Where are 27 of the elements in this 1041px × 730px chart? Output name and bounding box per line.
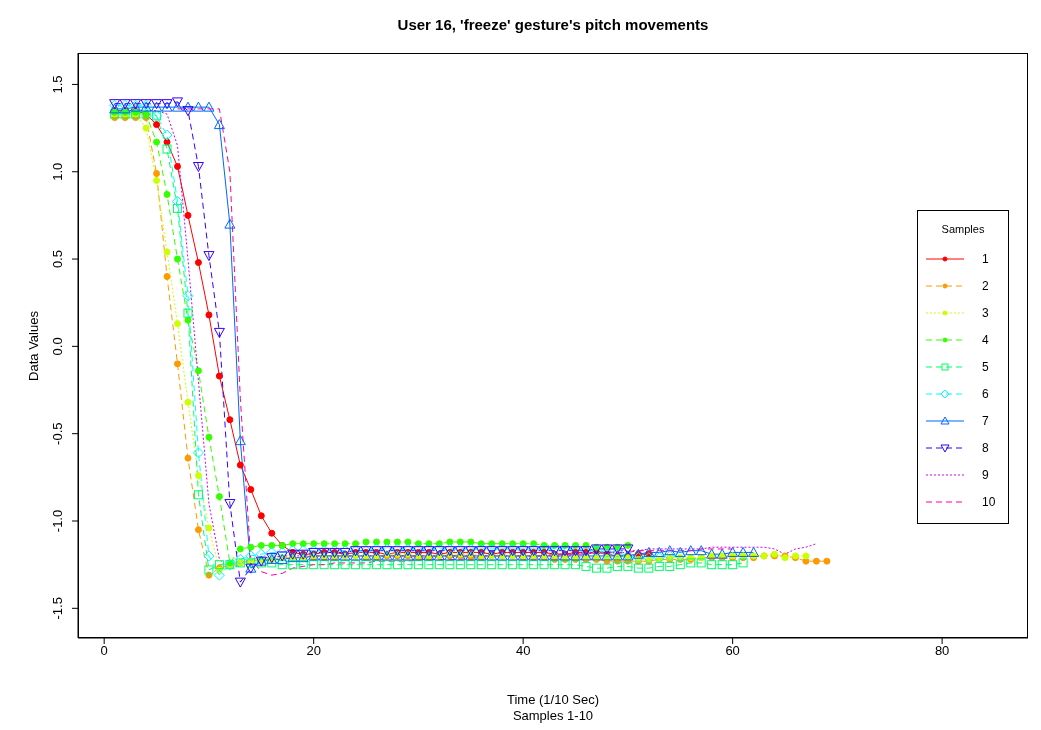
chart-title: User 16, 'freeze' gesture's pitch movements (396, 16, 710, 33)
x-tick-label: 0 (100, 643, 108, 659)
legend-label: 6 (982, 386, 989, 401)
x-tick-label: 60 (725, 643, 740, 659)
y-tick-label: -1.0 (50, 509, 65, 533)
legend-label: 10 (982, 494, 996, 509)
legend-label: 5 (982, 359, 989, 374)
legend-label: 4 (982, 332, 989, 347)
x-axis-title: Time (1/10 Sec) (506, 692, 600, 707)
y-tick-label: -1.5 (50, 597, 65, 620)
legend-label: 9 (982, 467, 989, 482)
x-tick-label: 80 (934, 643, 950, 659)
legend-label: 2 (982, 278, 989, 293)
legend-label: 3 (982, 305, 989, 320)
text: Samples 1-10 (511, 708, 595, 723)
x-tick-label: 40 (515, 643, 531, 659)
y-tick-label: 1.0 (50, 162, 65, 181)
y-tick-label: 1.5 (50, 75, 65, 94)
legend-label: 8 (982, 440, 989, 455)
y-axis-title: Data Values (26, 310, 41, 381)
y-tick-label: 0.5 (50, 250, 65, 269)
legend-label: 7 (982, 413, 989, 428)
y-tick-label: 0.0 (50, 337, 65, 356)
legend-title: Samples (940, 223, 986, 235)
y-tick-label: -0.5 (50, 422, 65, 445)
x-tick-label: 20 (306, 643, 321, 659)
legend-label: 1 (982, 251, 989, 266)
